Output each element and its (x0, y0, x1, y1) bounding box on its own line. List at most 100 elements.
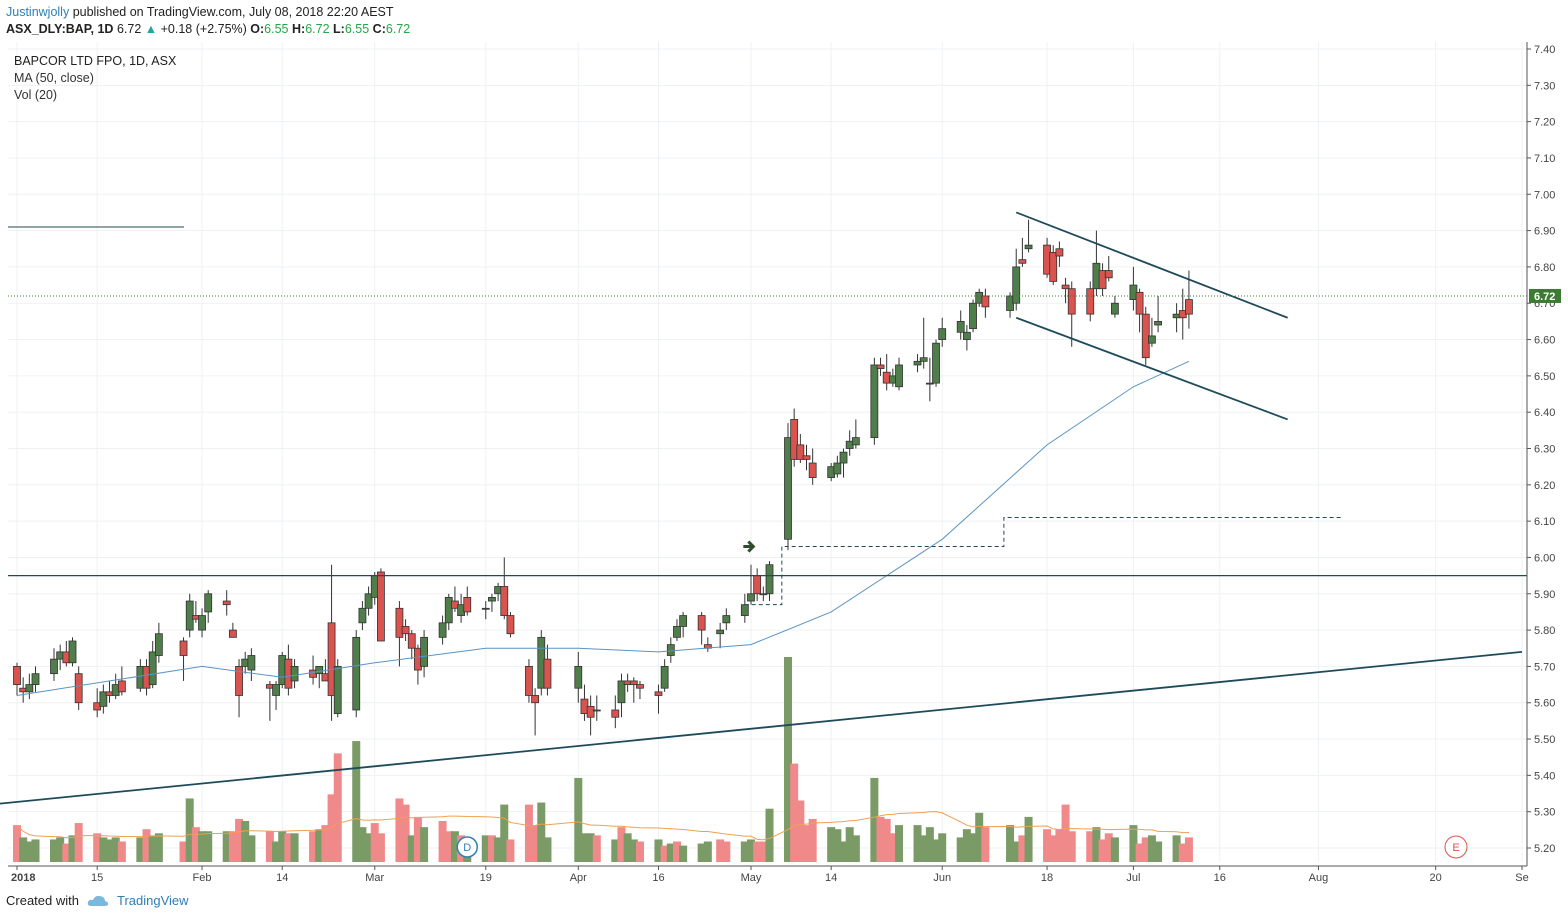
volume-bar (759, 841, 768, 862)
volume-bar (1178, 843, 1187, 862)
low-label: L: (333, 22, 345, 36)
legend-vol[interactable]: Vol (20) (14, 88, 58, 102)
volume-bar (358, 827, 367, 862)
last-price: 6.72 (116, 22, 142, 36)
volume-bar (247, 835, 256, 862)
candle-body (611, 709, 620, 718)
footer: Created with TradingView (6, 893, 189, 908)
candle-body (636, 684, 644, 689)
volume-bar (272, 841, 281, 862)
x-tick-label: Se (1515, 872, 1528, 884)
candle-body (74, 673, 83, 704)
candle-body (99, 691, 108, 707)
volume-bar (1147, 835, 1156, 862)
volume-bar (438, 821, 447, 862)
volume-bar (1061, 804, 1070, 862)
candle-body (222, 600, 231, 606)
y-tick-label: 6.30 (1534, 444, 1555, 456)
tradingview-link[interactable]: TradingView (116, 893, 189, 908)
published-info: published on TradingView.com, July 08, 2… (72, 5, 394, 19)
volume-bar (802, 825, 811, 862)
volume-bar (703, 841, 712, 862)
candle-body (68, 640, 77, 664)
volume-bar (1024, 816, 1033, 862)
volume-bar (1012, 841, 1021, 862)
candle-body (962, 331, 971, 340)
volume-bar (623, 833, 632, 862)
open-label: O: (250, 22, 265, 36)
volume-bar (407, 835, 416, 862)
x-tick-label: 15 (91, 872, 103, 884)
ma-line (16, 360, 1190, 696)
volume-bar (500, 804, 509, 862)
volume-bar (1129, 825, 1138, 862)
volume-bar (413, 816, 422, 862)
volume-bar (913, 825, 922, 862)
y-tick-label: 6.90 (1534, 226, 1555, 238)
candle-body (802, 455, 811, 460)
candle-body (740, 604, 749, 616)
candle-body (272, 684, 280, 696)
volume-bar (13, 825, 21, 862)
y-tick-label: 5.40 (1534, 770, 1555, 782)
legend-ma[interactable]: MA (50, close) (14, 71, 94, 85)
candle-body (697, 615, 706, 631)
candle-body (586, 705, 595, 718)
volume-bar (481, 835, 490, 862)
volume-bar (845, 827, 854, 862)
candle-body (833, 462, 842, 475)
volume-bar (1043, 829, 1052, 862)
x-tick-label: Aug (1309, 872, 1329, 884)
up-arrow-icon: ▲ (144, 22, 158, 36)
volume-ma-line (16, 811, 1189, 841)
volume-bar (142, 829, 151, 862)
y-tick-label: 6.20 (1534, 480, 1555, 492)
candle-body (673, 626, 681, 638)
earnings-marker-label: E (1452, 842, 1459, 854)
volume-bar (185, 798, 194, 862)
volume-bar (654, 839, 663, 862)
candle-body (235, 666, 243, 696)
volume-bar (635, 841, 644, 862)
volume-bar (364, 833, 373, 862)
volume-bar (524, 804, 533, 862)
volume-bar (450, 831, 459, 862)
candle-body (1111, 302, 1119, 315)
author-link[interactable]: Justinwjolly (6, 5, 70, 19)
volume-bar (716, 839, 725, 862)
volume-bar (938, 833, 947, 862)
volume-bar (154, 833, 163, 862)
volume-bar (876, 816, 885, 862)
volume-bars (13, 657, 1193, 862)
ma50-polyline (16, 360, 1190, 696)
candle-body (333, 666, 342, 715)
candle-body (765, 564, 774, 595)
candle-body (1086, 288, 1095, 315)
volume-bar (25, 841, 34, 862)
candle-body (839, 451, 848, 464)
candle-body (31, 673, 40, 685)
volume-bar (228, 831, 237, 862)
y-tick-label: 6.60 (1534, 335, 1555, 347)
volume-bar (672, 841, 681, 862)
candle-body (13, 666, 21, 685)
chart-legend: BAPCOR LTD FPO, 1D, ASX MA (50, close) V… (14, 53, 176, 104)
y-tick-label: 5.30 (1534, 807, 1555, 819)
volume-bar (93, 833, 102, 862)
volume-bar (1141, 837, 1150, 862)
candle-body (377, 571, 385, 642)
candle-body (198, 615, 206, 631)
candle-body (956, 320, 965, 333)
candle-body (574, 666, 583, 689)
volume-bar (851, 835, 860, 862)
candle-body (525, 666, 533, 696)
volume-bar (722, 841, 731, 862)
volume-bar (617, 827, 626, 862)
volume-bar (796, 800, 805, 862)
symbol-label: ASX_DLY:BAP, 1D (6, 22, 114, 36)
current-price-tag (1529, 288, 1561, 303)
volume-bar (660, 845, 669, 862)
volume-bar (888, 833, 897, 862)
